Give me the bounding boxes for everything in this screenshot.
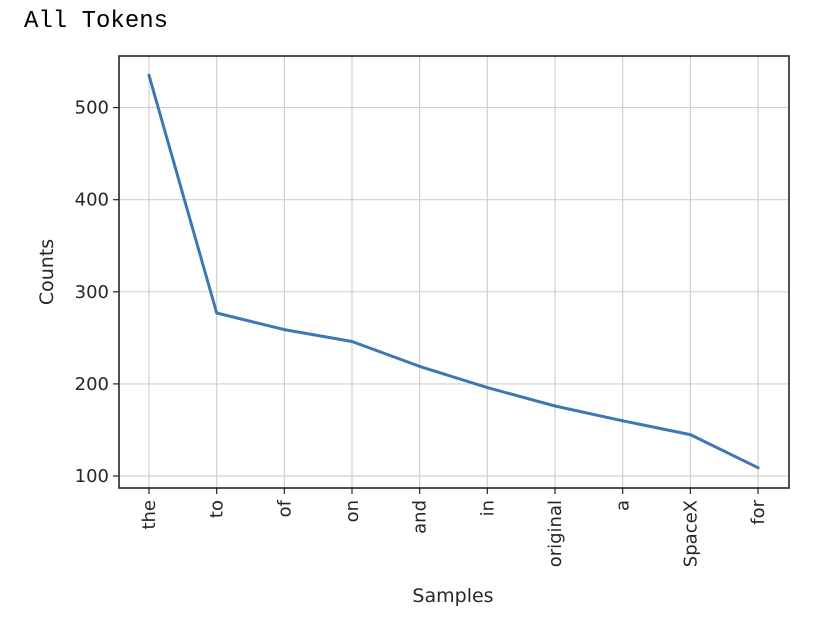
x-tick-label: SpaceX [680,500,701,567]
x-tick-label: to [207,500,228,518]
series-layer [147,73,760,470]
x-tick-label: original [545,500,566,567]
chart-heading: All Tokens [24,8,169,35]
series-line [147,73,760,470]
axis-labels: Samples Counts [36,239,494,607]
x-tick-label: a [613,500,634,511]
ticks: the to of on and in original a SpaceX for 100 200 30… [75,98,769,568]
data-point-of [282,328,286,332]
y-tick-label: 500 [75,98,109,119]
x-axis-label: Samples [412,585,493,607]
x-tick-label: of [274,499,295,517]
plot-frame [118,55,790,489]
y-tick-label: 300 [75,282,109,303]
data-point-and [418,364,422,368]
x-tick-label: for [748,499,769,524]
data-point-for [756,466,760,470]
x-tick-label: and [410,500,431,534]
y-axis-label: Counts [36,239,58,305]
y-tick-label: 200 [75,374,109,395]
data-point-SpaceX [688,433,692,437]
data-point-in [485,386,489,390]
y-tick-label: 400 [75,190,109,211]
data-point-on [350,340,354,344]
data-point-to [215,311,219,315]
x-tick-label: on [342,500,363,522]
grid [119,56,789,488]
x-tick-label: the [139,500,160,530]
x-tick-label: in [477,500,498,516]
data-point-a [621,419,625,423]
y-tick-label: 100 [75,466,109,487]
data-point-original [553,404,557,408]
data-point-the [147,73,151,77]
